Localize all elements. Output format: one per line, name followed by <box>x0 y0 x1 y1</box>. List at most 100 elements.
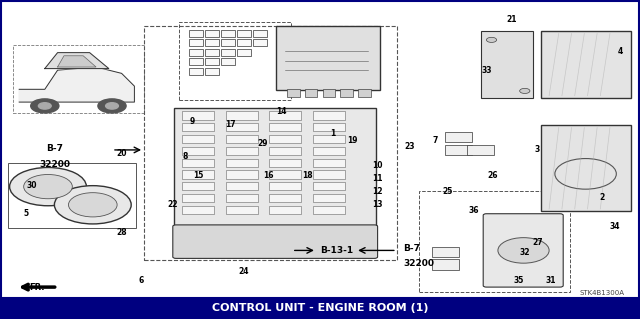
Circle shape <box>38 103 51 109</box>
Text: 23: 23 <box>404 142 415 151</box>
FancyBboxPatch shape <box>340 89 353 97</box>
FancyBboxPatch shape <box>541 31 631 98</box>
Text: B-7: B-7 <box>403 244 420 253</box>
Text: 20: 20 <box>116 149 127 158</box>
Text: 6: 6 <box>138 276 143 285</box>
FancyBboxPatch shape <box>226 147 258 155</box>
FancyBboxPatch shape <box>226 194 258 202</box>
Text: 36: 36 <box>468 206 479 215</box>
FancyBboxPatch shape <box>432 247 459 257</box>
Text: 10: 10 <box>372 161 383 170</box>
Text: 12: 12 <box>372 187 383 196</box>
Text: 26: 26 <box>488 171 498 180</box>
Circle shape <box>24 174 72 199</box>
FancyBboxPatch shape <box>1 1 639 298</box>
FancyBboxPatch shape <box>313 147 345 155</box>
FancyBboxPatch shape <box>226 111 258 120</box>
FancyBboxPatch shape <box>174 108 376 226</box>
FancyBboxPatch shape <box>189 49 203 56</box>
Text: 18: 18 <box>302 171 312 180</box>
Text: 15: 15 <box>193 171 204 180</box>
Text: 32200: 32200 <box>39 160 70 169</box>
FancyBboxPatch shape <box>269 147 301 155</box>
Text: 1: 1 <box>330 130 335 138</box>
FancyBboxPatch shape <box>269 182 301 190</box>
Polygon shape <box>19 67 134 102</box>
FancyBboxPatch shape <box>226 135 258 143</box>
FancyBboxPatch shape <box>205 68 219 75</box>
FancyBboxPatch shape <box>269 159 301 167</box>
Text: 16: 16 <box>264 171 274 180</box>
FancyBboxPatch shape <box>483 214 563 287</box>
FancyBboxPatch shape <box>313 170 345 179</box>
FancyBboxPatch shape <box>173 225 378 258</box>
FancyBboxPatch shape <box>432 259 459 270</box>
Circle shape <box>68 193 117 217</box>
FancyBboxPatch shape <box>182 111 214 120</box>
FancyBboxPatch shape <box>269 206 301 214</box>
FancyBboxPatch shape <box>253 39 267 46</box>
Text: 32: 32 <box>520 248 530 256</box>
Text: 28: 28 <box>116 228 127 237</box>
FancyBboxPatch shape <box>313 159 345 167</box>
Text: 11: 11 <box>372 174 383 183</box>
Text: 3: 3 <box>535 145 540 154</box>
FancyBboxPatch shape <box>226 206 258 214</box>
Text: 7: 7 <box>433 136 438 145</box>
FancyBboxPatch shape <box>237 30 251 37</box>
FancyBboxPatch shape <box>305 89 317 97</box>
Text: 2: 2 <box>599 193 604 202</box>
Text: STK4B1300A: STK4B1300A <box>579 291 624 296</box>
FancyBboxPatch shape <box>269 135 301 143</box>
Text: B-7: B-7 <box>46 144 63 153</box>
FancyBboxPatch shape <box>221 30 235 37</box>
FancyBboxPatch shape <box>205 30 219 37</box>
FancyBboxPatch shape <box>182 182 214 190</box>
FancyBboxPatch shape <box>182 159 214 167</box>
FancyBboxPatch shape <box>205 39 219 46</box>
FancyBboxPatch shape <box>182 135 214 143</box>
FancyBboxPatch shape <box>313 111 345 120</box>
FancyBboxPatch shape <box>205 58 219 65</box>
Circle shape <box>520 88 530 93</box>
FancyBboxPatch shape <box>189 68 203 75</box>
Text: 25: 25 <box>443 187 453 196</box>
FancyBboxPatch shape <box>182 170 214 179</box>
FancyBboxPatch shape <box>226 182 258 190</box>
Text: 17: 17 <box>225 120 236 129</box>
Polygon shape <box>45 53 109 69</box>
FancyBboxPatch shape <box>226 159 258 167</box>
FancyBboxPatch shape <box>205 49 219 56</box>
FancyBboxPatch shape <box>237 49 251 56</box>
Text: 19: 19 <box>347 136 357 145</box>
FancyBboxPatch shape <box>313 135 345 143</box>
Text: 13: 13 <box>372 200 383 209</box>
Circle shape <box>10 167 86 206</box>
Text: 8: 8 <box>183 152 188 161</box>
Circle shape <box>498 238 549 263</box>
Text: 27: 27 <box>532 238 543 247</box>
Text: 24: 24 <box>238 267 248 276</box>
FancyBboxPatch shape <box>358 89 371 97</box>
FancyBboxPatch shape <box>0 298 640 319</box>
FancyBboxPatch shape <box>541 125 631 211</box>
FancyBboxPatch shape <box>226 170 258 179</box>
Circle shape <box>54 186 131 224</box>
FancyBboxPatch shape <box>253 30 267 37</box>
FancyBboxPatch shape <box>226 123 258 131</box>
Text: 29: 29 <box>257 139 268 148</box>
FancyBboxPatch shape <box>221 58 235 65</box>
FancyBboxPatch shape <box>287 89 300 97</box>
Circle shape <box>31 99 59 113</box>
Text: B-13-1: B-13-1 <box>320 246 353 255</box>
Text: 22: 22 <box>168 200 178 209</box>
Text: 5: 5 <box>23 209 28 218</box>
FancyBboxPatch shape <box>313 194 345 202</box>
Circle shape <box>486 37 497 42</box>
FancyBboxPatch shape <box>467 145 494 155</box>
FancyBboxPatch shape <box>189 58 203 65</box>
FancyBboxPatch shape <box>221 39 235 46</box>
FancyBboxPatch shape <box>221 49 235 56</box>
FancyBboxPatch shape <box>182 194 214 202</box>
Text: 14: 14 <box>276 107 287 116</box>
